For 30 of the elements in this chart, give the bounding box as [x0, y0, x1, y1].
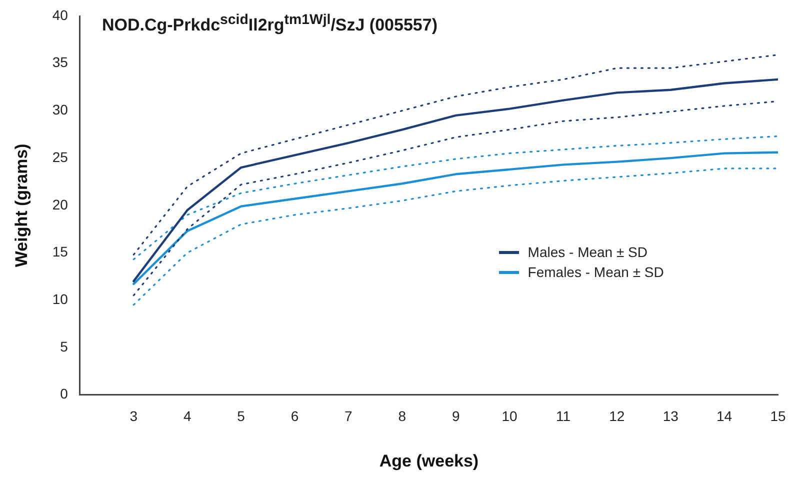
y-tick-label: 40 [52, 6, 68, 23]
x-axis-title: Age (weeks) [379, 451, 479, 470]
y-tick-label: 20 [52, 196, 68, 212]
x-tick-label: 7 [344, 408, 353, 424]
legend-label: Females - Mean ± SD [528, 264, 664, 280]
x-tick-label: 11 [556, 408, 571, 424]
y-tick-label: 15 [52, 244, 68, 260]
y-tick-label: 10 [52, 290, 68, 307]
x-tick-label: 6 [290, 408, 299, 424]
y-axis-title: Weight (grams) [12, 144, 31, 268]
x-tick-label: 13 [662, 408, 679, 424]
chart-title: NOD.Cg-Prkdc$^{scid}$Il2rg$^{tm1Wjl}$/SzJ (005557) [102, 12, 438, 36]
x-tick-label: 14 [716, 408, 732, 424]
x-tick-label: 15 [770, 408, 786, 424]
legend-label: Males - Mean ± SD [528, 244, 648, 260]
y-tick-label: 35 [52, 54, 68, 70]
x-tick-label: 12 [609, 408, 625, 424]
x-tick-label: 8 [398, 408, 406, 424]
x-tick-label: 4 [183, 408, 192, 424]
line-series [132, 135, 778, 260]
x-tick-label: 3 [130, 408, 138, 424]
y-tick-label: 5 [60, 338, 68, 354]
line-series [132, 168, 778, 306]
x-tick-label: 9 [452, 408, 460, 424]
y-tick-label: 0 [60, 386, 68, 402]
y-tick-label: 30 [52, 102, 68, 118]
y-tick-label: 25 [52, 148, 68, 165]
x-tick-label: 10 [502, 408, 518, 424]
line-series [132, 54, 778, 256]
x-tick-label: 5 [237, 408, 246, 424]
